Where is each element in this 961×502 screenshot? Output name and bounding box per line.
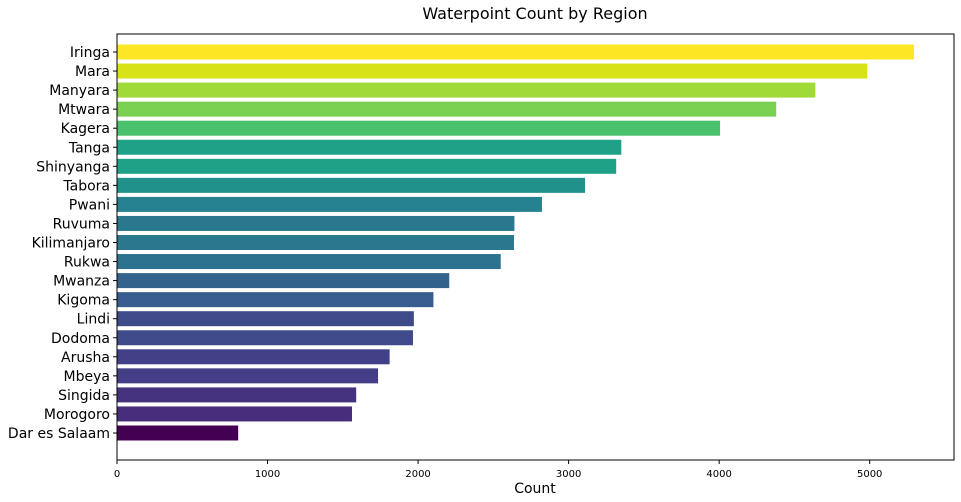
x-axis-ticks: 0 1000 2000 3000 4000 5000 (114, 460, 882, 480)
bar-shinyanga (117, 158, 617, 174)
category-label: Arusha (61, 350, 110, 366)
bar-arusha (117, 349, 390, 365)
category-label: Mwanza (53, 274, 110, 290)
category-label: Ruvuma (53, 216, 110, 232)
category-label: Mbeya (64, 369, 110, 385)
bar-tanga (117, 139, 622, 155)
category-label: Lindi (77, 312, 110, 328)
x-axis-label: Count (514, 481, 556, 497)
x-tick-label: 3000 (556, 469, 581, 480)
bar-mtwara (117, 101, 777, 117)
bar-pwani (117, 196, 542, 212)
bar-morogoro (117, 406, 352, 422)
x-tick-label: 0 (114, 469, 120, 480)
bar-dar-es-salaam (117, 425, 239, 441)
bar-singida (117, 387, 357, 403)
category-label: Morogoro (44, 407, 110, 423)
bar-kilimanjaro (117, 235, 514, 250)
category-label: Pwani (69, 197, 110, 213)
bar-mbeya (117, 368, 379, 384)
bar-iringa (117, 44, 914, 60)
bar-lindi (117, 311, 414, 327)
x-tick-label: 5000 (857, 469, 882, 480)
category-label: Kilimanjaro (32, 236, 110, 252)
bar-dodoma (117, 330, 413, 346)
category-label: Mara (75, 64, 110, 80)
bar-manyara (117, 82, 816, 98)
category-label: Tabora (62, 178, 110, 194)
bar-rukwa (117, 254, 501, 270)
x-tick-label: 4000 (706, 469, 731, 480)
chart-title: Waterpoint Count by Region (422, 4, 647, 23)
bar-mwanza (117, 273, 450, 289)
category-label: Kagera (61, 121, 110, 137)
category-label: Tanga (68, 140, 110, 156)
category-label: Rukwa (64, 255, 110, 271)
category-label: Dar es Salaam (8, 426, 110, 442)
category-label: Iringa (70, 45, 110, 61)
x-tick-label: 1000 (255, 469, 280, 480)
category-label: Mtwara (58, 102, 110, 118)
bars-group (117, 44, 914, 441)
category-label: Kigoma (57, 293, 110, 309)
category-label: Manyara (49, 83, 110, 99)
bar-ruvuma (117, 215, 515, 231)
category-labels: Iringa Mara Manyara Mtwara Kagera Tanga Shinya… (8, 45, 117, 442)
bar-tabora (117, 177, 586, 193)
category-label: Shinyanga (36, 159, 110, 175)
bar-kagera (117, 120, 721, 136)
bar-kigoma (117, 292, 434, 308)
bar-mara (117, 63, 868, 79)
plot-frame (116, 33, 955, 461)
category-label: Dodoma (51, 331, 110, 347)
x-tick-label: 2000 (405, 469, 430, 480)
category-label: Singida (58, 388, 110, 404)
